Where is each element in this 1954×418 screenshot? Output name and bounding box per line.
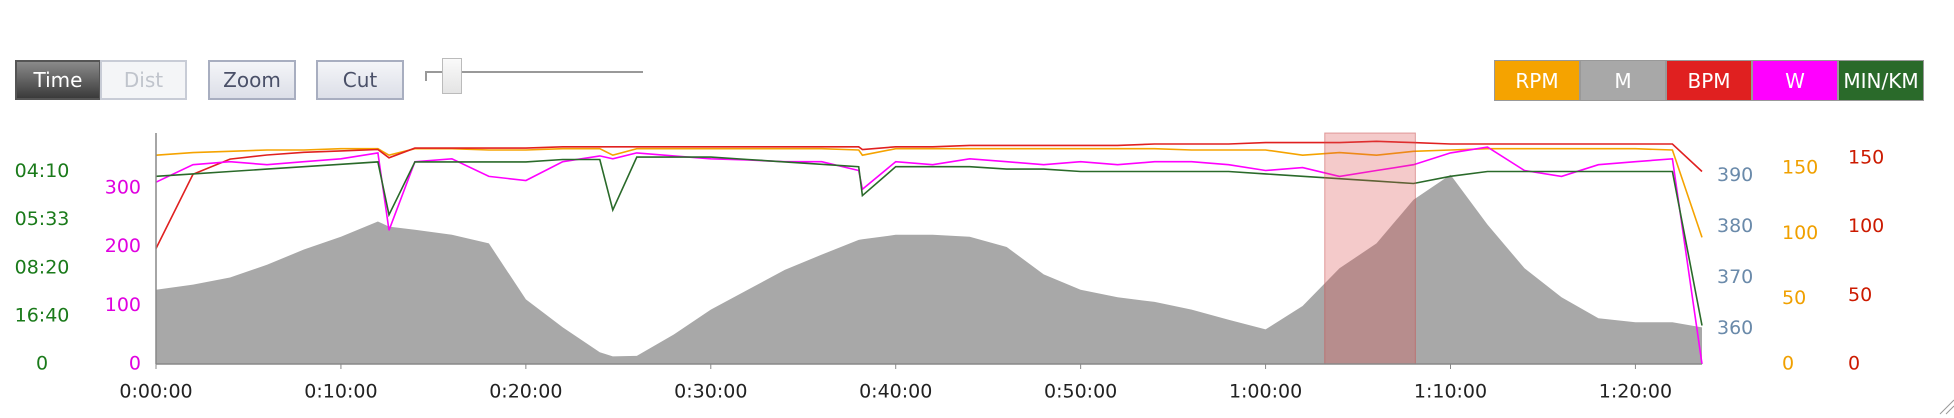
y-tick-label: 390 [1717, 164, 1753, 186]
resize-grip [1939, 399, 1954, 415]
time-button[interactable]: Time [15, 60, 101, 100]
legend-button[interactable]: W [1752, 60, 1838, 101]
y-tick-label: 05:33 [15, 208, 70, 230]
y-tick-label: 0 [1782, 353, 1794, 375]
x-tick-label: 0:50:00 [1044, 381, 1117, 403]
y-tick-label: 380 [1717, 215, 1753, 237]
y-tick-label: 0 [36, 353, 48, 375]
series-line [155, 156, 1703, 326]
selection [1324, 132, 1416, 365]
y-tick-label: 360 [1717, 317, 1753, 339]
y-tick-label: 50 [1848, 284, 1872, 306]
y-tick-label: 0 [129, 353, 141, 375]
y-tick-label: 16:40 [15, 304, 70, 326]
elevation-area [156, 174, 1702, 364]
dist-button[interactable]: Dist [100, 60, 187, 100]
y-tick-label: 0 [1848, 353, 1860, 375]
series-line [155, 146, 1703, 365]
y-tick-label: 100 [105, 294, 141, 316]
x-tick-label: 0:20:00 [489, 381, 562, 403]
y-tick-label: 50 [1782, 287, 1806, 309]
y-tick-label: 150 [1848, 146, 1884, 168]
series-line [155, 140, 1703, 249]
x-tick-label: 0:00:00 [119, 381, 192, 403]
x-tick-label: 1:00:00 [1229, 381, 1302, 403]
y-tick-label: 100 [1782, 222, 1818, 244]
cut-button[interactable]: Cut [316, 60, 404, 100]
x-tick-label: 1:10:00 [1414, 381, 1487, 403]
legend-button[interactable]: M [1580, 60, 1666, 101]
zoom-button[interactable]: Zoom [208, 60, 296, 100]
x-tick-label: 0:10:00 [304, 381, 377, 403]
y-tick-label: 370 [1717, 266, 1753, 288]
legend-button[interactable]: MIN/KM [1838, 60, 1924, 101]
x-tick-label: 1:20:00 [1599, 381, 1672, 403]
x-tick-label: 0:30:00 [674, 381, 747, 403]
y-tick-label: 150 [1782, 157, 1818, 179]
y-tick-label: 100 [1848, 215, 1884, 237]
series-line [155, 147, 1703, 238]
slider-track[interactable] [425, 71, 643, 73]
slider-thumb[interactable] [442, 58, 462, 94]
y-tick-label: 04:10 [15, 160, 70, 182]
y-tick-label: 08:20 [15, 256, 70, 278]
x-tick-label: 0:40:00 [859, 381, 932, 403]
legend-button[interactable]: RPM [1494, 60, 1580, 101]
legend-button[interactable]: BPM [1666, 60, 1752, 101]
y-tick-label: 300 [105, 177, 141, 199]
slider-end [425, 71, 427, 81]
y-tick-label: 200 [105, 235, 141, 257]
